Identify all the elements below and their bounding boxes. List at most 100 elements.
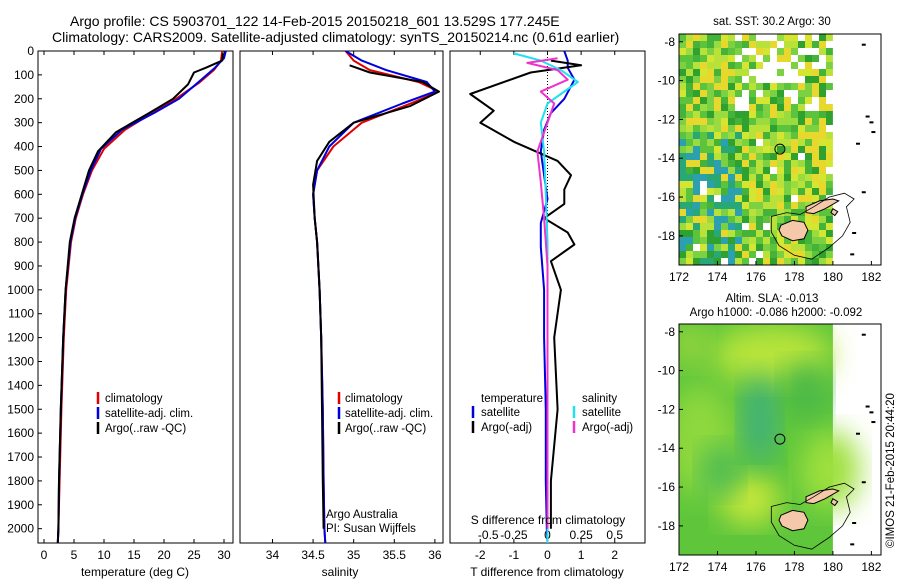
sst-cell bbox=[679, 62, 686, 69]
salinity-difference-legend: salinity satellite Argo(-adj) bbox=[572, 393, 633, 434]
sst-cell bbox=[756, 216, 763, 223]
sst-cell bbox=[756, 153, 763, 160]
sst-cell bbox=[749, 97, 756, 104]
sst-cell bbox=[763, 230, 770, 237]
map-y-tick-label: -10 bbox=[658, 74, 676, 88]
fiji-land bbox=[770, 43, 876, 260]
sst-cell bbox=[679, 55, 686, 62]
sst-cell bbox=[770, 216, 777, 223]
sst-cell bbox=[693, 139, 700, 146]
legend-salinity-title: salinity bbox=[582, 393, 617, 405]
sst-cell bbox=[770, 188, 777, 195]
sst-cell bbox=[749, 90, 756, 97]
sst-cell bbox=[819, 237, 826, 244]
small-island bbox=[855, 142, 860, 145]
sst-cell bbox=[686, 132, 693, 139]
sst-cell bbox=[798, 244, 805, 251]
sst-cell bbox=[686, 153, 693, 160]
sst-cell bbox=[763, 146, 770, 153]
sst-cell bbox=[749, 104, 756, 111]
sst-cell bbox=[805, 174, 812, 181]
sst-cell bbox=[812, 174, 819, 181]
map-y-tick-label: -14 bbox=[658, 151, 676, 165]
sst-cell bbox=[686, 97, 693, 104]
sst-cell bbox=[679, 83, 686, 90]
sst-cell bbox=[679, 160, 686, 167]
sst-cell bbox=[756, 230, 763, 237]
salinity-legend: climatology satellite-adj. clim. Argo(..… bbox=[337, 392, 433, 435]
sst-cell bbox=[686, 258, 693, 265]
sst-cell bbox=[735, 76, 742, 83]
sst-cell bbox=[742, 132, 749, 139]
sst-cell bbox=[686, 202, 693, 209]
sst-cell bbox=[707, 55, 714, 62]
sst-cell bbox=[812, 216, 819, 223]
map-x-tick-label: 182 bbox=[861, 560, 881, 574]
sst-cell bbox=[700, 83, 707, 90]
sst-cell bbox=[749, 160, 756, 167]
argo-location-marker bbox=[774, 433, 786, 445]
sst-cell bbox=[728, 230, 735, 237]
sst-cell bbox=[679, 41, 686, 48]
sst-cell bbox=[756, 209, 763, 216]
sst-cell bbox=[812, 244, 819, 251]
small-island bbox=[861, 191, 866, 194]
y-tick-label: 700 bbox=[14, 211, 34, 225]
sst-cell bbox=[679, 223, 686, 230]
sst-cell bbox=[700, 118, 707, 125]
series-line-argo-raw-qc- bbox=[56, 53, 224, 543]
sst-cell bbox=[679, 125, 686, 132]
map-x-tick-label: 172 bbox=[669, 270, 689, 284]
map-y-tick-label: -12 bbox=[658, 112, 676, 126]
sst-cell bbox=[777, 209, 784, 216]
sst-cell bbox=[763, 167, 770, 174]
sst-cell bbox=[812, 160, 819, 167]
sst-cell bbox=[784, 34, 791, 41]
small-island bbox=[871, 421, 876, 424]
sst-cell bbox=[728, 188, 735, 195]
sst-cell bbox=[707, 174, 714, 181]
sst-cell bbox=[791, 104, 798, 111]
sst-cell bbox=[700, 76, 707, 83]
sst-cell bbox=[777, 125, 784, 132]
sst-cell bbox=[700, 174, 707, 181]
sst-cell bbox=[714, 125, 721, 132]
sst-cell bbox=[735, 237, 742, 244]
sst-cell bbox=[693, 90, 700, 97]
sst-cell bbox=[819, 34, 826, 41]
sst-cell bbox=[707, 146, 714, 153]
sst-cell bbox=[777, 83, 784, 90]
sst-cell bbox=[770, 258, 777, 265]
sst-cell bbox=[770, 181, 777, 188]
sst-cell bbox=[791, 125, 798, 132]
sst-cell bbox=[749, 181, 756, 188]
sst-cell bbox=[805, 153, 812, 160]
sst-cell bbox=[728, 125, 735, 132]
sst-cell bbox=[777, 34, 784, 41]
vanua-levu-island bbox=[805, 488, 840, 505]
sst-cell bbox=[798, 174, 805, 181]
sst-cell bbox=[826, 181, 833, 188]
sst-cell bbox=[721, 244, 728, 251]
sst-cell bbox=[686, 111, 693, 118]
sst-cell bbox=[791, 146, 798, 153]
sst-cell bbox=[721, 181, 728, 188]
sst-cell bbox=[728, 97, 735, 104]
sst-cell bbox=[826, 216, 833, 223]
sst-cell bbox=[805, 55, 812, 62]
sst-cell bbox=[763, 118, 770, 125]
series-line-salinity-argo-adj- bbox=[526, 57, 569, 529]
x-tick-label: 0 bbox=[544, 548, 551, 562]
sst-cell bbox=[686, 125, 693, 132]
sst-cell bbox=[728, 34, 735, 41]
sst-cell bbox=[819, 48, 826, 55]
sst-cell bbox=[693, 160, 700, 167]
sst-cell bbox=[756, 125, 763, 132]
sst-cell bbox=[714, 174, 721, 181]
x-tick-label: 10 bbox=[97, 548, 111, 562]
map-x-tick-label: 176 bbox=[746, 560, 766, 574]
sst-cell bbox=[679, 111, 686, 118]
sst-cell bbox=[777, 69, 784, 76]
legend-climatology: climatology bbox=[345, 393, 403, 405]
sst-cell bbox=[742, 216, 749, 223]
